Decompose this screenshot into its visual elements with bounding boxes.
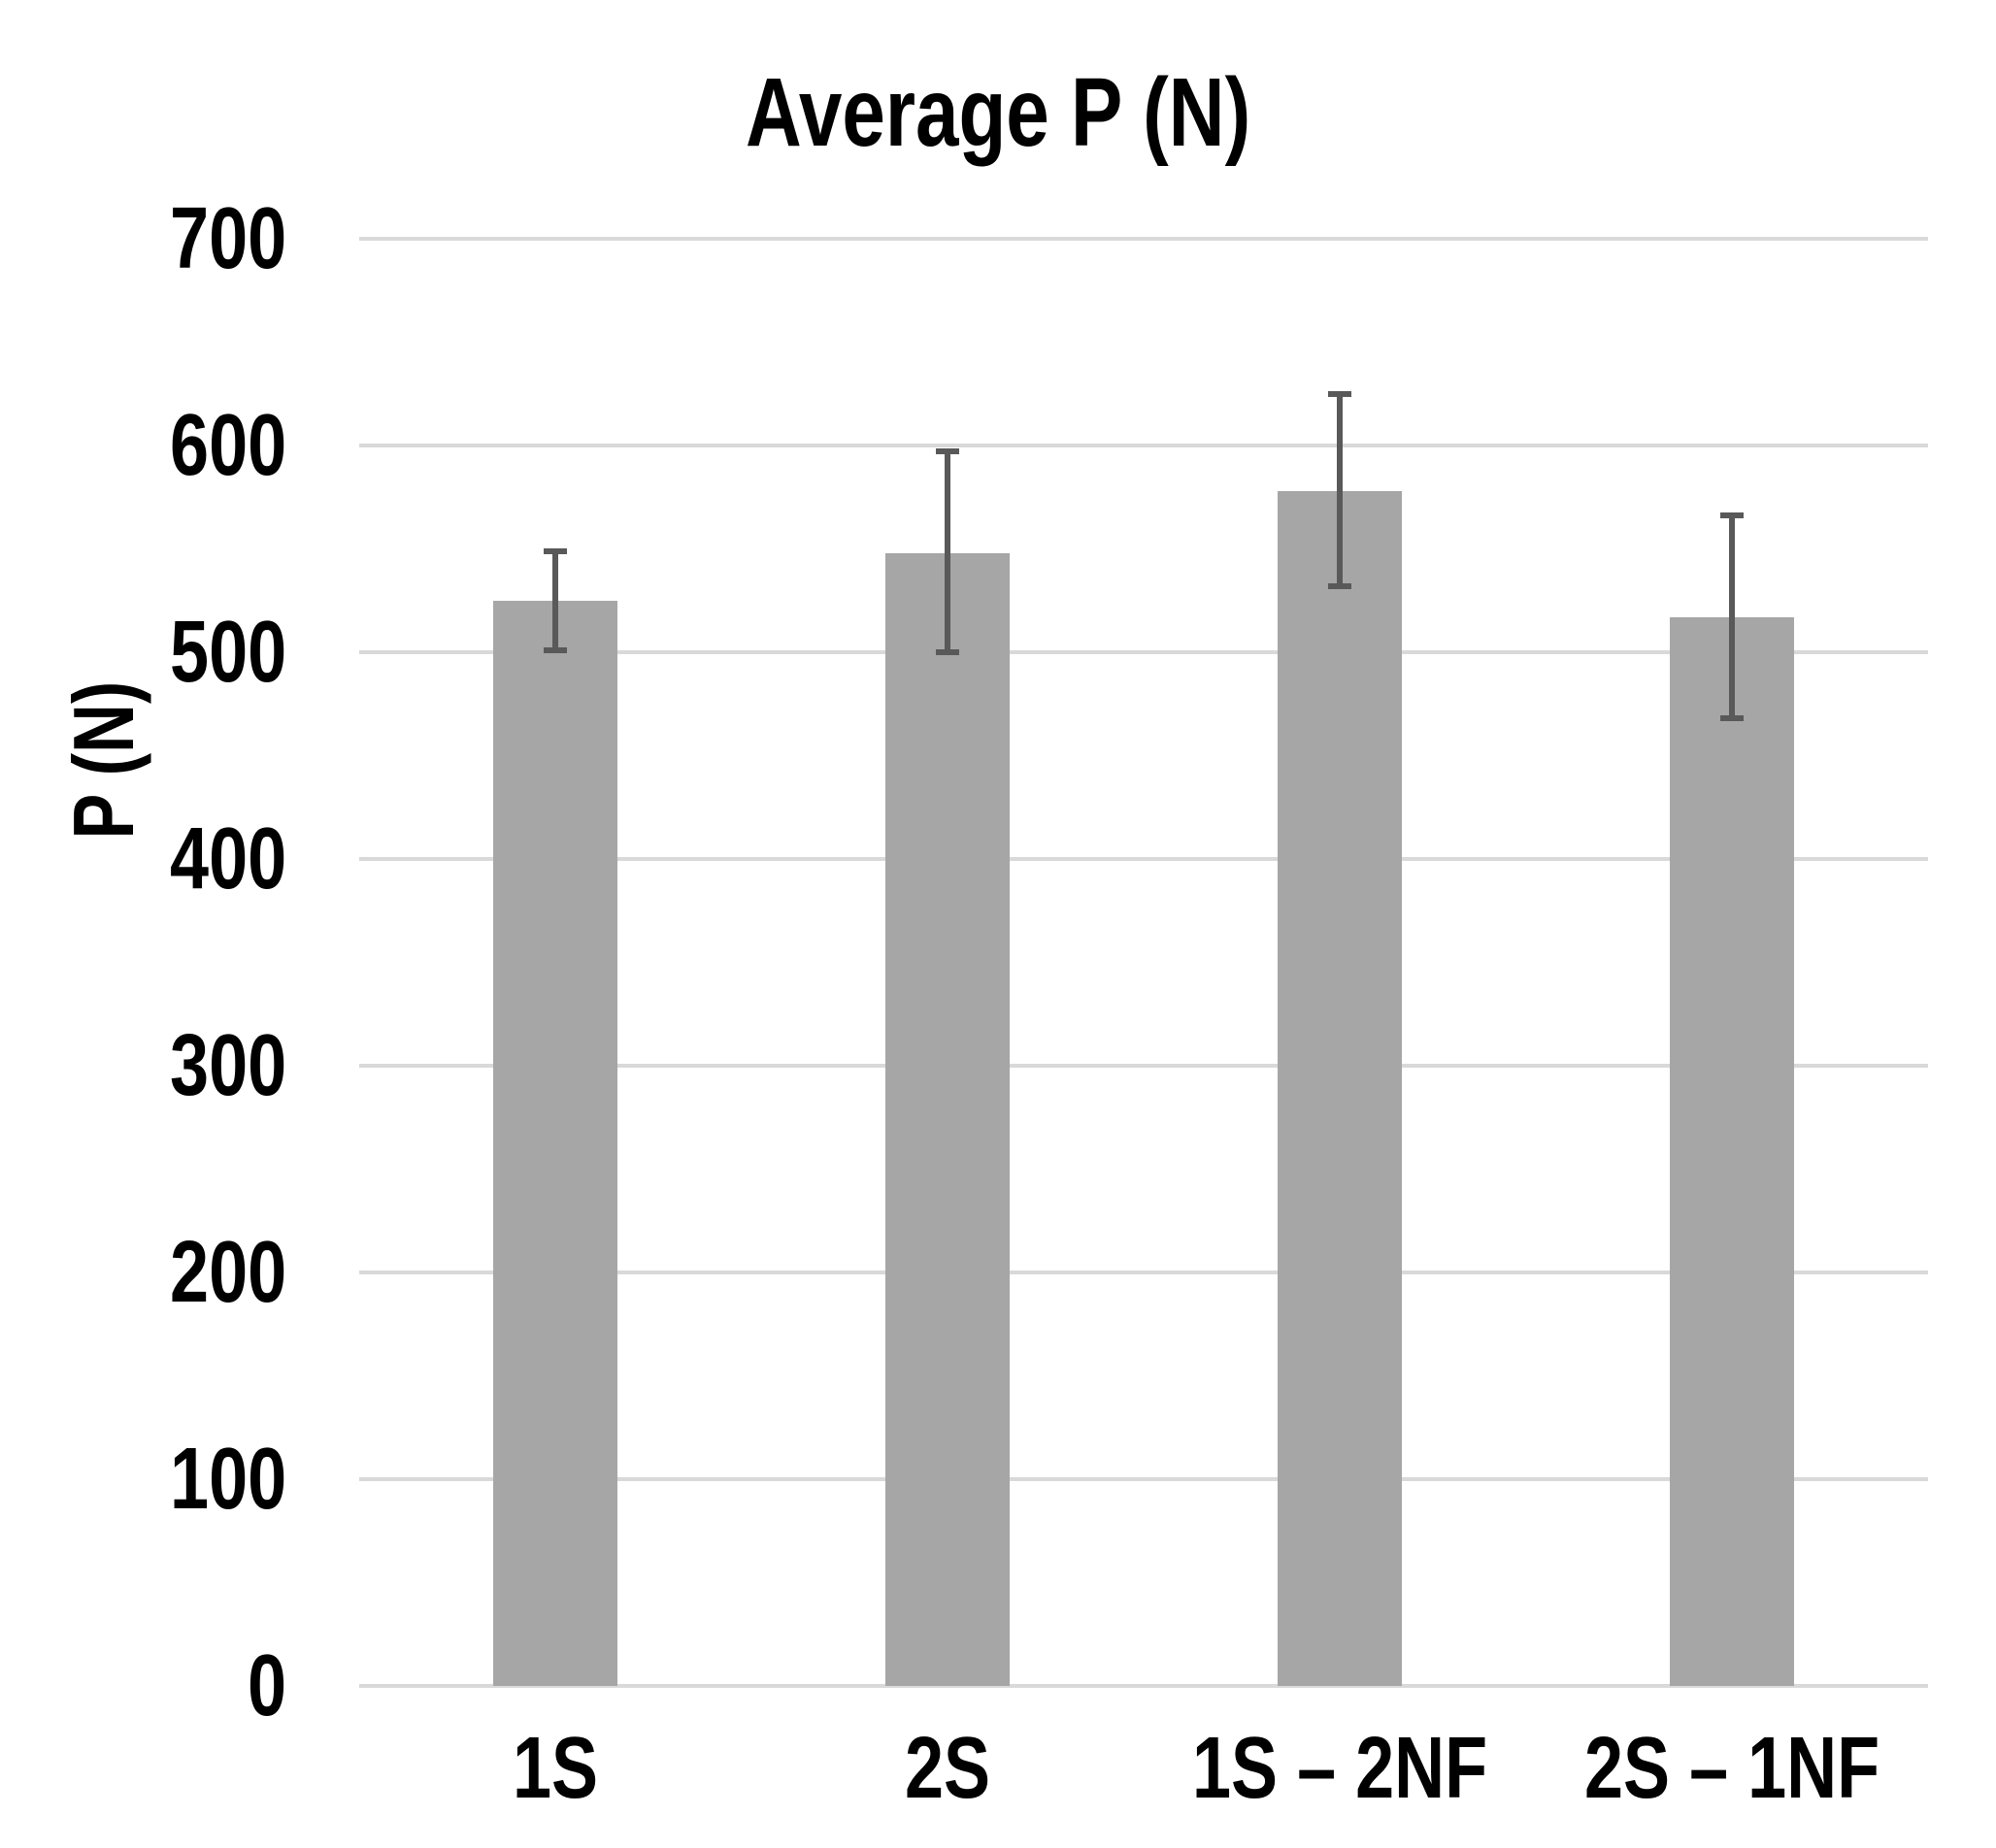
y-tick-label-text-400: 400 — [169, 810, 286, 908]
gridline-200 — [359, 1270, 1928, 1274]
bar-1s-2nf — [1278, 490, 1402, 1686]
error-bar-bottom-cap-1s — [544, 646, 567, 653]
gridline-0 — [359, 1684, 1928, 1688]
gridline-100 — [359, 1477, 1928, 1481]
error-bar-2s — [945, 451, 950, 652]
y-tick-label-text-200: 200 — [169, 1224, 286, 1321]
x-axis-label-2s-1nf: 2S – 1NF — [1538, 1723, 1926, 1815]
error-bar-top-cap-2s — [936, 448, 959, 455]
x-axis-label-text-1s-2nf: 1S – 2NF — [1191, 1720, 1488, 1817]
y-tick-label-text-700: 700 — [169, 190, 286, 287]
gridline-300 — [359, 1064, 1928, 1068]
y-tick-label-500: 500 — [141, 599, 286, 706]
gridline-500 — [359, 650, 1928, 654]
error-bar-bottom-cap-2s — [936, 649, 959, 655]
chart-title-text: Average P (N) — [745, 58, 1251, 167]
y-tick-label-200: 200 — [141, 1219, 286, 1326]
y-tick-label-text-100: 100 — [169, 1431, 286, 1528]
error-bar-1s — [552, 550, 558, 650]
gridline-700 — [359, 237, 1928, 241]
x-axis-label-1s-2nf: 1S – 2NF — [1146, 1723, 1534, 1815]
x-axis-label-1s: 1S — [361, 1723, 749, 1815]
bar-2s-1nf — [1670, 616, 1794, 1686]
y-axis-title: P (N) — [46, 469, 162, 1051]
error-bar-bottom-cap-1s-2nf — [1328, 582, 1351, 589]
bar-2s — [885, 552, 1010, 1686]
y-tick-label-text-0: 0 — [247, 1637, 286, 1734]
y-tick-label-text-300: 300 — [169, 1017, 286, 1114]
error-bar-top-cap-1s — [544, 547, 567, 554]
error-bar-top-cap-2s-1nf — [1720, 512, 1744, 519]
gridline-600 — [359, 444, 1928, 447]
y-tick-label-0: 0 — [238, 1633, 286, 1739]
y-tick-label-text-500: 500 — [169, 604, 286, 701]
error-bar-1s-2nf — [1337, 393, 1343, 586]
plot-area — [359, 237, 1928, 1688]
error-bar-top-cap-1s-2nf — [1328, 390, 1351, 397]
error-bar-2s-1nf — [1729, 515, 1735, 719]
x-axis-label-text-2s-1nf: 2S – 1NF — [1583, 1720, 1880, 1817]
y-tick-label-400: 400 — [141, 806, 286, 912]
chart-title: Average P (N) — [0, 54, 1996, 171]
y-tick-label-100: 100 — [141, 1426, 286, 1533]
error-bar-bottom-cap-2s-1nf — [1720, 715, 1744, 722]
x-axis-label-text-1s: 1S — [512, 1720, 599, 1817]
y-tick-label-text-600: 600 — [169, 397, 286, 494]
gridline-400 — [359, 857, 1928, 861]
y-tick-label-600: 600 — [141, 392, 286, 499]
bar-1s — [493, 600, 617, 1686]
y-tick-label-700: 700 — [141, 185, 286, 292]
x-axis-label-text-2s: 2S — [904, 1720, 991, 1817]
x-axis-label-2s: 2S — [753, 1723, 1142, 1815]
y-tick-label-300: 300 — [141, 1012, 286, 1119]
